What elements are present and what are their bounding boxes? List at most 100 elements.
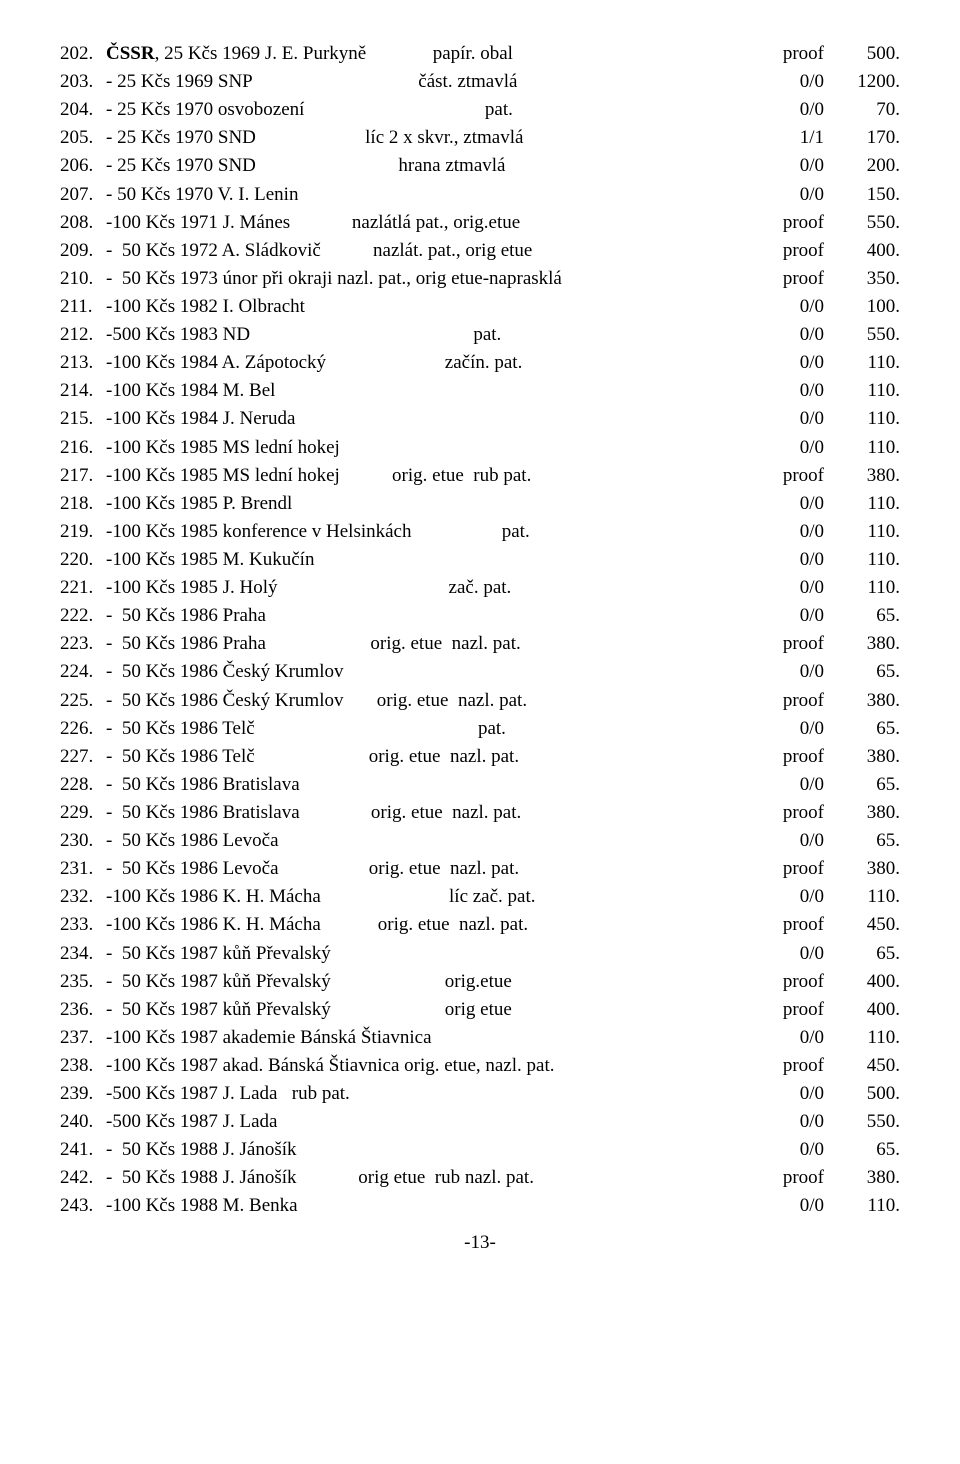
catalog-row: 227.- 50 Kčs 1986 Telč orig. etue nazl. … (60, 743, 900, 771)
catalog-row: 230.- 50 Kčs 1986 Levoča0/065. (60, 827, 900, 855)
lot-description: -100 Kčs 1985 MS lední hokej (106, 434, 764, 462)
catalog-row: 221.-100 Kčs 1985 J. Holý zač. pat.0/011… (60, 574, 900, 602)
lot-description: -100 Kčs 1985 P. Brendl (106, 490, 764, 518)
lot-number: 214. (60, 377, 106, 405)
lot-price: 400. (824, 237, 900, 265)
lot-condition: 0/0 (764, 715, 824, 743)
lot-price: 150. (824, 181, 900, 209)
lot-price: 65. (824, 602, 900, 630)
catalog-row: 240.-500 Kčs 1987 J. Lada0/0550. (60, 1108, 900, 1136)
lot-number: 227. (60, 743, 106, 771)
lot-number: 212. (60, 321, 106, 349)
lot-number: 236. (60, 996, 106, 1024)
lot-description: - 25 Kčs 1969 SNP část. ztmavlá (106, 68, 764, 96)
lot-number: 241. (60, 1136, 106, 1164)
lot-number: 217. (60, 462, 106, 490)
lot-number: 206. (60, 152, 106, 180)
catalog-row: 233.-100 Kčs 1986 K. H. Mácha orig. etue… (60, 911, 900, 939)
catalog-row: 226.- 50 Kčs 1986 Telč pat.0/065. (60, 715, 900, 743)
lot-price: 65. (824, 658, 900, 686)
catalog-row: 207.- 50 Kčs 1970 V. I. Lenin0/0150. (60, 181, 900, 209)
lot-condition: 0/0 (764, 1024, 824, 1052)
lot-number: 234. (60, 940, 106, 968)
lot-condition: proof (764, 209, 824, 237)
catalog-row: 220.-100 Kčs 1985 M. Kukučín0/0110. (60, 546, 900, 574)
lot-price: 400. (824, 968, 900, 996)
lot-description: -100 Kčs 1987 akademie Bánská Štiavnica (106, 1024, 764, 1052)
lot-condition: proof (764, 911, 824, 939)
lot-number: 207. (60, 181, 106, 209)
catalog-row: 215.-100 Kčs 1984 J. Neruda0/0110. (60, 405, 900, 433)
lot-condition: proof (764, 1052, 824, 1080)
lot-condition: 0/0 (764, 602, 824, 630)
lot-condition: proof (764, 968, 824, 996)
lot-condition: proof (764, 630, 824, 658)
catalog-row: 229.- 50 Kčs 1986 Bratislava orig. etue … (60, 799, 900, 827)
lot-condition: proof (764, 40, 824, 68)
lot-price: 170. (824, 124, 900, 152)
lot-condition: proof (764, 799, 824, 827)
lot-condition: proof (764, 855, 824, 883)
lot-price: 550. (824, 321, 900, 349)
catalog-row: 238.-100 Kčs 1987 akad. Bánská Štiavnica… (60, 1052, 900, 1080)
lot-price: 380. (824, 687, 900, 715)
lot-condition: 0/0 (764, 68, 824, 96)
catalog-row: 236.- 50 Kčs 1987 kůň Převalský orig etu… (60, 996, 900, 1024)
lot-condition: 0/0 (764, 518, 824, 546)
lot-price: 1200. (824, 68, 900, 96)
catalog-row: 216.-100 Kčs 1985 MS lední hokej0/0110. (60, 434, 900, 462)
lot-condition: 1/1 (764, 124, 824, 152)
lot-description: - 50 Kčs 1986 Telč orig. etue nazl. pat. (106, 743, 764, 771)
lot-condition: proof (764, 996, 824, 1024)
lot-number: 208. (60, 209, 106, 237)
lot-description: - 50 Kčs 1986 Bratislava orig. etue nazl… (106, 799, 764, 827)
lot-number: 220. (60, 546, 106, 574)
catalog-row: 234.- 50 Kčs 1987 kůň Převalský0/065. (60, 940, 900, 968)
lot-price: 550. (824, 1108, 900, 1136)
lot-description: -100 Kčs 1985 MS lední hokej orig. etue … (106, 462, 764, 490)
lot-price: 500. (824, 40, 900, 68)
catalog-row: 213.-100 Kčs 1984 A. Zápotocký začín. pa… (60, 349, 900, 377)
catalog-row: 211.-100 Kčs 1982 I. Olbracht0/0100. (60, 293, 900, 321)
catalog-row: 242.- 50 Kčs 1988 J. Jánošík orig etue r… (60, 1164, 900, 1192)
lot-description: -500 Kčs 1987 J. Lada rub pat. (106, 1080, 764, 1108)
lot-number: 232. (60, 883, 106, 911)
lot-description: -100 Kčs 1986 K. H. Mácha líc zač. pat. (106, 883, 764, 911)
lot-number: 222. (60, 602, 106, 630)
lot-number: 235. (60, 968, 106, 996)
catalog-row: 203.- 25 Kčs 1969 SNP část. ztmavlá0/012… (60, 68, 900, 96)
lot-description: - 25 Kčs 1970 osvobození pat. (106, 96, 764, 124)
lot-condition: proof (764, 687, 824, 715)
lot-description: - 25 Kčs 1970 SND líc 2 x skvr., ztmavlá (106, 124, 764, 152)
catalog-row: 225.- 50 Kčs 1986 Český Krumlov orig. et… (60, 687, 900, 715)
lot-number: 215. (60, 405, 106, 433)
lot-condition: 0/0 (764, 883, 824, 911)
lot-number: 243. (60, 1192, 106, 1220)
lot-description: - 25 Kčs 1970 SND hrana ztmavlá (106, 152, 764, 180)
lot-number: 226. (60, 715, 106, 743)
lot-condition: 0/0 (764, 940, 824, 968)
catalog-row: 222.- 50 Kčs 1986 Praha0/065. (60, 602, 900, 630)
catalog-row: 206.- 25 Kčs 1970 SND hrana ztmavlá0/020… (60, 152, 900, 180)
lot-description: -500 Kčs 1987 J. Lada (106, 1108, 764, 1136)
lot-condition: proof (764, 237, 824, 265)
lot-price: 65. (824, 1136, 900, 1164)
lot-description: - 50 Kčs 1986 Praha orig. etue nazl. pat… (106, 630, 764, 658)
lot-number: 242. (60, 1164, 106, 1192)
lot-description: -100 Kčs 1988 M. Benka (106, 1192, 764, 1220)
lot-price: 70. (824, 96, 900, 124)
lot-description: - 50 Kčs 1986 Praha (106, 602, 764, 630)
lot-condition: 0/0 (764, 434, 824, 462)
lot-description: -100 Kčs 1984 M. Bel (106, 377, 764, 405)
lot-condition: 0/0 (764, 490, 824, 518)
catalog-row: 219.-100 Kčs 1985 konference v Helsinkác… (60, 518, 900, 546)
lot-condition: 0/0 (764, 152, 824, 180)
lot-condition: proof (764, 265, 824, 293)
catalog-row: 210.- 50 Kčs 1973 únor při okraji nazl. … (60, 265, 900, 293)
lot-price: 110. (824, 883, 900, 911)
lot-price: 380. (824, 743, 900, 771)
catalog-row: 212.-500 Kčs 1983 ND pat.0/0550. (60, 321, 900, 349)
lot-price: 380. (824, 630, 900, 658)
lot-description: -100 Kčs 1987 akad. Bánská Štiavnica ori… (106, 1052, 764, 1080)
lot-price: 110. (824, 1192, 900, 1220)
